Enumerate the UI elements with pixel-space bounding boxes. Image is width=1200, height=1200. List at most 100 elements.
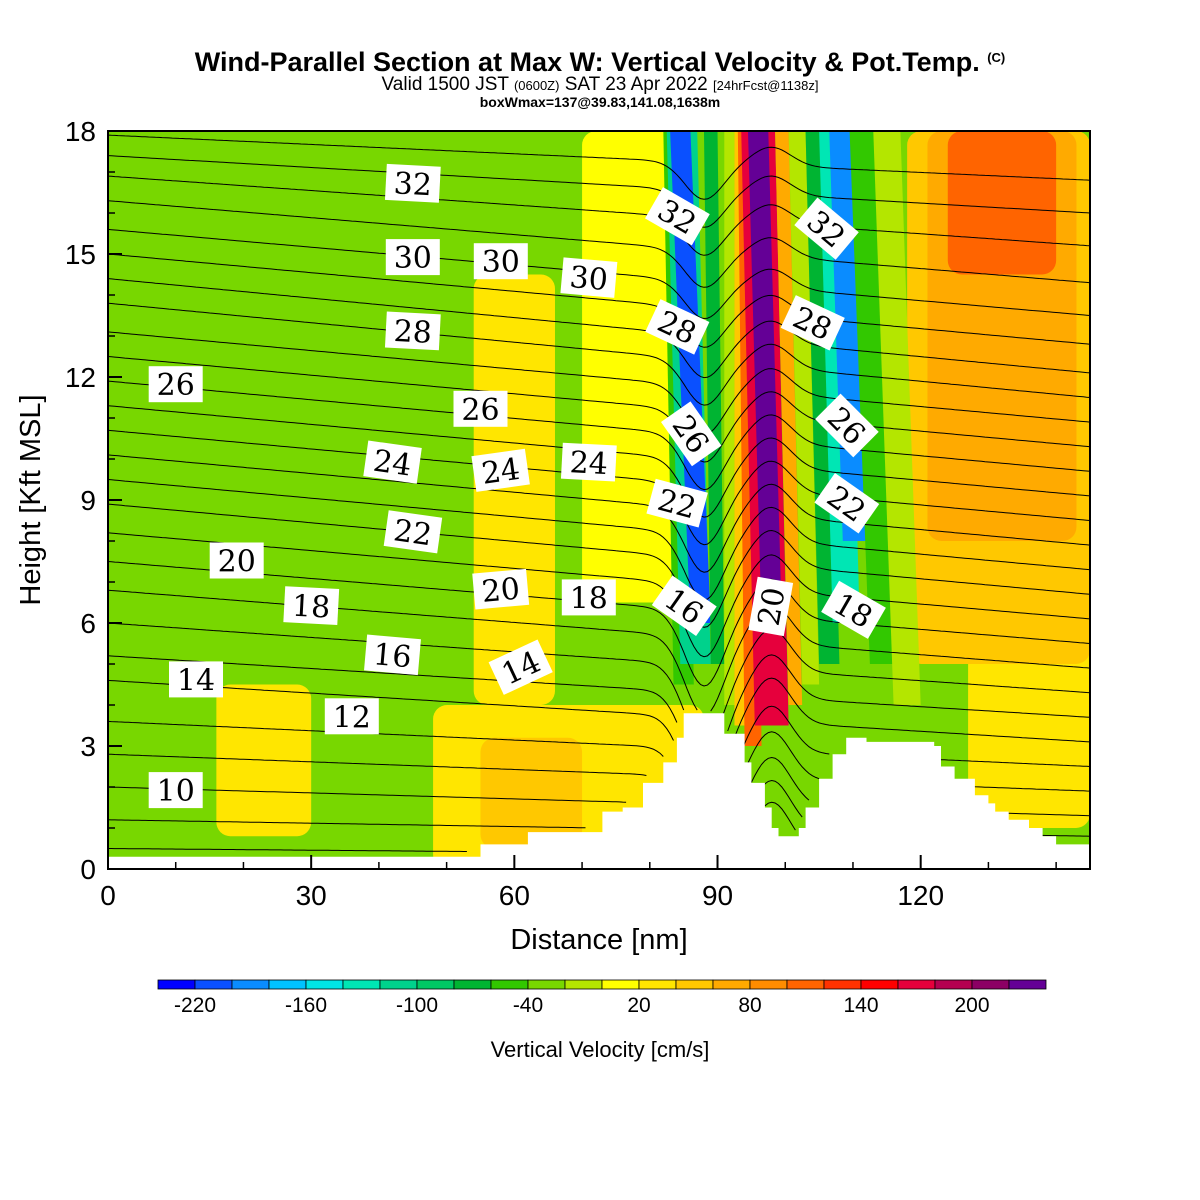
- colorbar-swatch: [379, 979, 418, 990]
- contour-label-box: [814, 473, 880, 534]
- contour-label-value: 20: [218, 545, 256, 580]
- colorbar-tick-label: -160: [285, 994, 327, 1017]
- contour-label-value: 26: [461, 393, 499, 428]
- w-band-4: [724, 131, 735, 705]
- theta-contour-34: [108, 134, 1090, 200]
- contour-label-value: 30: [482, 245, 520, 280]
- terrain-fill: [108, 713, 1090, 869]
- theta-contour-12: [108, 705, 1090, 767]
- contour-label-value: 32: [393, 166, 433, 203]
- contour-label-box: [815, 393, 879, 458]
- contour-label-box: [148, 366, 203, 403]
- colorbar-swatch: [268, 979, 307, 990]
- contour-label-box: [646, 478, 708, 528]
- w-band-3: [703, 131, 725, 664]
- colorbar-swatch: [490, 979, 529, 990]
- colorbar-swatch: [749, 979, 788, 990]
- contour-label-value: 14: [177, 663, 215, 698]
- valid-utc-text: (0600Z): [513, 78, 560, 93]
- contour-label-box: [660, 401, 722, 467]
- contour-label-value: 30: [394, 241, 432, 276]
- colorbar-swatch: [453, 979, 492, 990]
- theta-contour-27: [108, 302, 1090, 406]
- chart-title-block: Wind-Parallel Section at Max W: Vertical…: [0, 44, 1200, 109]
- contour-label-value: 30: [568, 260, 609, 298]
- contour-label-22: 22: [646, 478, 708, 528]
- theta-contour-19: [108, 503, 1090, 628]
- contour-label-box: [473, 243, 528, 280]
- colorbar-swatch: [564, 979, 603, 990]
- contour-label-26: 26: [453, 390, 508, 428]
- contour-label-18: 18: [561, 579, 616, 616]
- contour-label-value: 20: [480, 572, 521, 610]
- contour-label-28: 28: [384, 311, 441, 351]
- chart-subtitle: Valid 1500 JST (0600Z) SAT 23 Apr 2022 […: [0, 74, 1200, 95]
- colorbar-swatch: [712, 979, 751, 990]
- w-region-2: [480, 737, 583, 849]
- x-tick-label: 30: [296, 880, 327, 911]
- colorbar-swatch: [527, 979, 566, 990]
- contour-label-value: 26: [157, 368, 195, 403]
- theta-contour-9: [108, 779, 1090, 837]
- theta-contour-18: [108, 532, 1090, 658]
- w-region-9: [947, 131, 1057, 275]
- valid-date-text: SAT 23 Apr 2022: [564, 74, 708, 95]
- colorbar-tick-label: -40: [513, 994, 543, 1017]
- contour-label-box: [169, 661, 223, 698]
- contour-label-box: [363, 440, 422, 484]
- theta-contour-33: [108, 155, 1090, 228]
- colorbar-tick-label: -220: [174, 994, 216, 1017]
- colorbar-swatch: [897, 979, 936, 990]
- colorbar-tick-label: 80: [738, 994, 761, 1017]
- contour-label-value: 10: [157, 774, 195, 809]
- colorbar-tick-label: -100: [396, 994, 438, 1017]
- x-axis-title: Distance [nm]: [510, 924, 687, 956]
- contour-label-value: 12: [333, 700, 371, 735]
- contour-label-box: [364, 634, 421, 676]
- colorbar-swatch: [860, 979, 899, 990]
- contour-label-30: 30: [385, 239, 440, 276]
- w-band-15: [873, 131, 921, 705]
- y-tick-label: 3: [80, 731, 96, 762]
- contour-label-box: [748, 576, 794, 637]
- colorbar-swatch: [157, 979, 196, 990]
- colorbar-swatch: [675, 979, 714, 990]
- contour-label-30: 30: [473, 243, 528, 280]
- y-tick-label: 6: [80, 608, 96, 639]
- contour-label-24: 24: [471, 448, 530, 492]
- contour-label-32: 32: [384, 163, 441, 203]
- contour-label-box: [453, 390, 508, 427]
- terrain-mask: [108, 713, 1090, 869]
- colorbar-tick-label: 200: [954, 994, 989, 1017]
- contour-label-20: 20: [748, 576, 794, 637]
- contour-label-box: [472, 568, 530, 610]
- w-band-10: [788, 131, 820, 685]
- contour-label-box: [561, 579, 616, 616]
- contour-label-24: 24: [363, 440, 422, 484]
- y-axis-title: Height [Kft MSL]: [15, 394, 47, 605]
- contour-label-box: [780, 295, 845, 351]
- theta-contour-32: [108, 175, 1090, 256]
- contour-label-box: [645, 299, 710, 355]
- box-wmax-text: boxWmax=137@39.83,141.08,1638m: [479, 94, 721, 110]
- y-tick-label: 12: [65, 362, 96, 393]
- forecast-text: [24hrFcst@1138z]: [713, 78, 819, 93]
- contour-label-box: [794, 197, 859, 260]
- contour-label-value: 18: [291, 589, 331, 626]
- contour-label-value: 20: [752, 585, 793, 629]
- theta-contour-11: [108, 731, 1090, 792]
- contour-label-18: 18: [283, 586, 340, 626]
- contour-label-14: 14: [169, 661, 223, 698]
- colorbar-swatch: [305, 979, 344, 990]
- colorbar-swatch: [342, 979, 381, 990]
- contour-label-value: 24: [371, 444, 414, 484]
- contour-label-20: 20: [209, 542, 264, 580]
- contour-label-box: [384, 163, 441, 203]
- contour-label-24: 24: [560, 442, 617, 482]
- y-tick-label: 15: [65, 239, 96, 270]
- contour-label-box: [560, 442, 617, 482]
- theta-contour-26: [108, 331, 1090, 436]
- chart-title: Wind-Parallel Section at Max W: Vertical…: [0, 44, 1200, 76]
- theta-contour-21: [108, 454, 1090, 573]
- contour-label-box: [645, 187, 710, 246]
